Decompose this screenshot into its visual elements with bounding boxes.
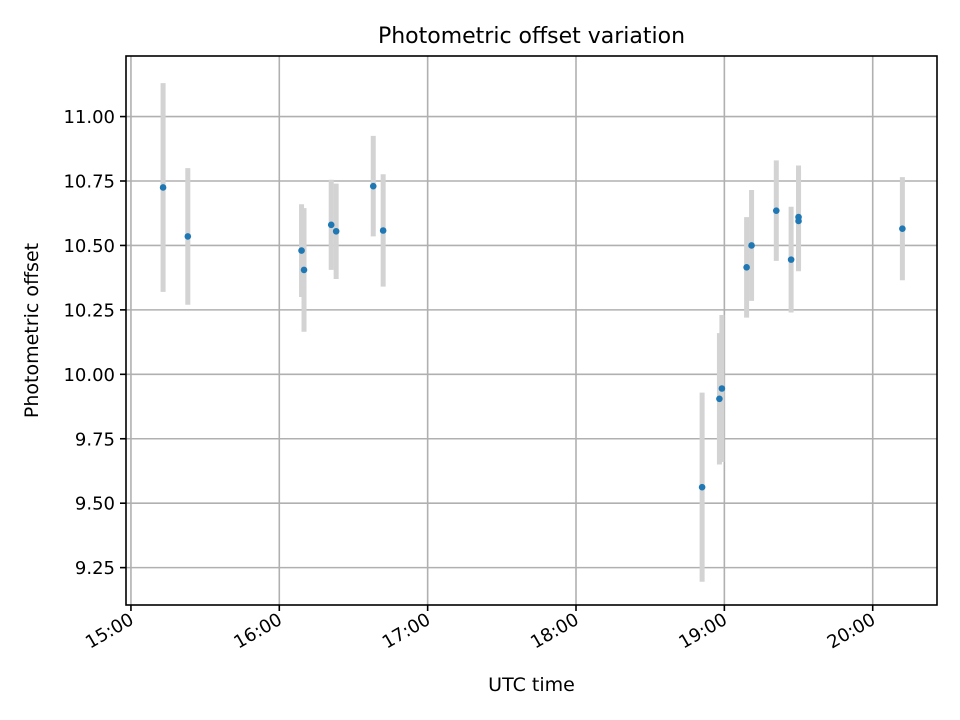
data-point <box>899 225 906 232</box>
y-tick-label: 10.50 <box>63 236 115 257</box>
data-point <box>718 385 726 392</box>
data-points <box>159 182 906 491</box>
data-point <box>795 217 802 225</box>
y-tick-label: 10.75 <box>63 172 115 193</box>
x-axis-label: UTC time <box>488 674 575 696</box>
data-point <box>184 233 192 240</box>
y-tick-label: 9.50 <box>75 494 115 515</box>
data-point <box>748 242 755 249</box>
data-point <box>379 227 387 234</box>
data-point <box>159 184 167 191</box>
y-tick-label: 10.00 <box>63 365 115 386</box>
y-tick-label: 11.00 <box>63 107 115 128</box>
y-tick-label: 9.75 <box>75 429 115 450</box>
data-point <box>772 207 780 214</box>
data-point <box>369 182 377 190</box>
y-tick-label: 9.25 <box>75 558 115 579</box>
y-tick-label: 10.25 <box>63 300 115 321</box>
chart-title: Photometric offset variation <box>378 24 685 49</box>
data-point <box>298 247 305 254</box>
data-point <box>716 395 723 403</box>
plot-frame <box>125 55 938 606</box>
y-axis-label: Photometric offset <box>21 243 43 418</box>
data-point <box>787 256 795 263</box>
data-point <box>698 483 706 491</box>
data-point <box>743 264 750 271</box>
data-point <box>300 266 308 274</box>
data-point <box>332 227 340 235</box>
data-point <box>327 221 335 229</box>
